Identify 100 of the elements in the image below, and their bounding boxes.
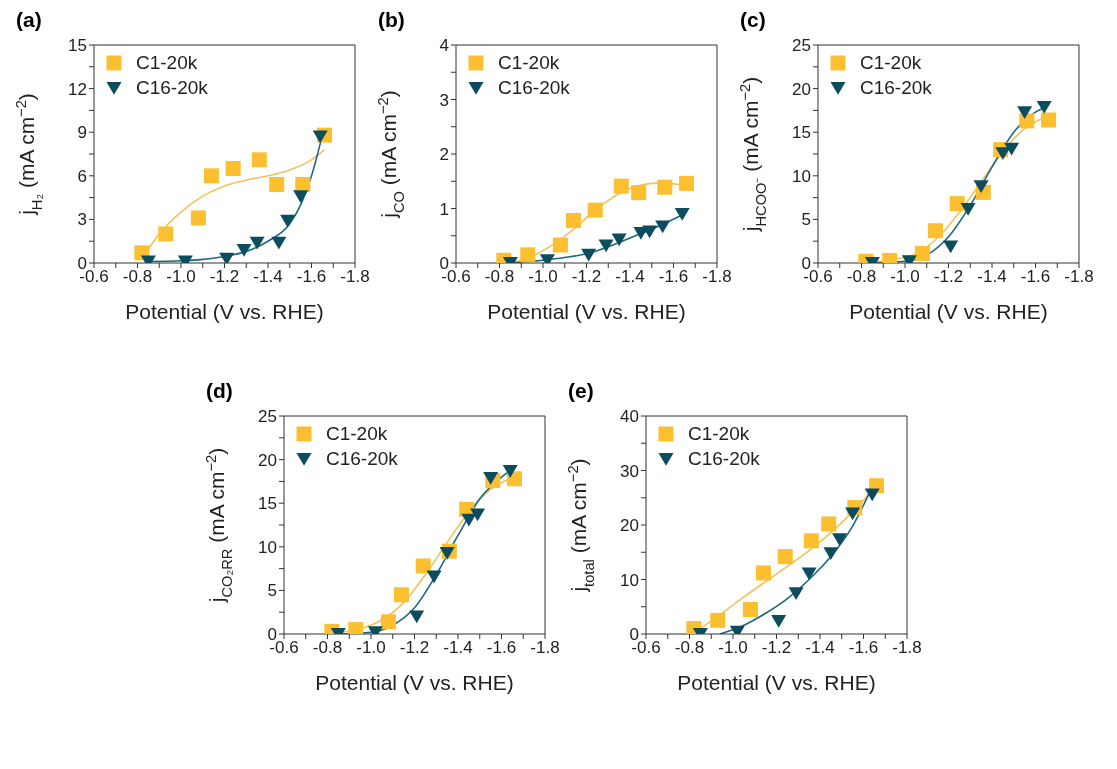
legend-label: C1-20k	[136, 51, 198, 74]
point	[552, 237, 568, 253]
legend-label: C1-20k	[860, 51, 922, 74]
point	[1036, 100, 1052, 114]
point	[236, 243, 252, 257]
legend-label: C16-20k	[498, 76, 570, 99]
y-tick-label: 0	[439, 254, 449, 274]
legend-label: C1-20k	[688, 422, 750, 445]
y-tick-label: 15	[792, 123, 811, 143]
x-tick-label: -1.8	[530, 638, 560, 658]
y-tick-label: 0	[267, 625, 277, 645]
point	[225, 161, 241, 177]
chart-title: (b)	[377, 8, 406, 33]
legend-label: C1-20k	[498, 51, 560, 74]
y-tick-label: 5	[801, 210, 811, 230]
point	[771, 614, 787, 628]
point	[470, 508, 486, 522]
point	[203, 168, 219, 184]
x-tick-label: -1.4	[977, 267, 1007, 287]
x-tick-label: -1.0	[528, 267, 558, 287]
point	[832, 533, 848, 546]
point	[960, 202, 976, 216]
point	[611, 233, 627, 247]
chart-title: (c)	[739, 8, 767, 33]
point	[788, 587, 804, 600]
point	[973, 180, 989, 194]
x-tick-label: -1.8	[702, 267, 732, 287]
y-tick-label: 1	[439, 199, 449, 219]
y-tick-label: 12	[68, 79, 87, 99]
y-tick-label: 20	[258, 450, 277, 470]
y-tick-label: 3	[439, 90, 449, 110]
x-axis-title: Potential (V vs. RHE)	[849, 300, 1048, 323]
y-tick-label: 25	[792, 36, 811, 56]
point	[613, 178, 629, 194]
x-tick-label: -0.8	[846, 267, 877, 287]
x-tick-label: -1.8	[892, 638, 922, 658]
x-axis-title: Potential (V vs. RHE)	[315, 671, 514, 694]
x-tick-label: -0.8	[484, 267, 515, 287]
legend-label: C16-20k	[688, 447, 760, 470]
point	[380, 614, 396, 630]
x-tick-label: -1.0	[166, 267, 196, 287]
point	[393, 587, 409, 603]
point	[927, 223, 943, 239]
y-tick-label: 10	[792, 166, 811, 186]
chart-title: (d)	[205, 379, 234, 404]
x-tick-label: -1.0	[890, 267, 920, 287]
point	[415, 558, 431, 574]
x-tick-label: -1.8	[340, 267, 370, 287]
point	[679, 175, 695, 191]
y-tick-label: 15	[68, 36, 87, 56]
point	[565, 212, 581, 228]
y-tick-label: 3	[77, 210, 87, 230]
x-tick-label: -0.8	[122, 267, 153, 287]
y-tick-label: 9	[77, 123, 87, 143]
y-tick-label: 40	[620, 407, 639, 427]
point	[587, 202, 603, 218]
point	[755, 565, 771, 581]
y-tick-label: 10	[620, 570, 639, 590]
x-tick-label: -1.2	[761, 638, 792, 658]
point	[409, 610, 425, 624]
point	[158, 226, 174, 242]
x-axis-title: Potential (V vs. RHE)	[487, 300, 686, 323]
legend-label: C16-20k	[136, 76, 208, 99]
point	[823, 547, 839, 561]
y-tick-label: 15	[258, 494, 277, 514]
x-tick-label: -1.4	[615, 267, 645, 287]
chart-title: (e)	[567, 379, 595, 404]
x-tick-label: -1.4	[443, 638, 473, 658]
point	[1041, 112, 1057, 128]
point	[801, 567, 817, 581]
x-tick-label: -0.8	[312, 638, 343, 658]
chart-title: (a)	[15, 8, 43, 33]
point	[949, 196, 965, 212]
x-tick-label: -1.6	[658, 267, 689, 287]
y-tick-label: 2	[439, 145, 449, 165]
point	[742, 601, 758, 617]
point	[280, 214, 296, 228]
x-tick-label: -1.4	[253, 267, 283, 287]
point	[943, 240, 959, 254]
y-tick-label: 25	[258, 407, 277, 427]
point	[271, 236, 287, 250]
x-tick-label: -1.6	[1020, 267, 1051, 287]
point	[520, 247, 536, 263]
y-tick-label: 20	[792, 79, 811, 99]
point	[502, 464, 518, 478]
y-tick-label: 5	[267, 581, 277, 601]
point	[293, 190, 309, 203]
y-tick-label: 20	[620, 516, 639, 536]
point	[269, 177, 285, 193]
x-tick-label: -1.2	[399, 638, 430, 658]
x-tick-label: -1.2	[209, 267, 240, 287]
x-tick-label: -1.8	[1064, 267, 1094, 287]
x-tick-label: -1.0	[356, 638, 386, 658]
point	[864, 488, 880, 502]
y-tick-label: 0	[801, 254, 811, 274]
point	[461, 513, 477, 527]
point	[598, 239, 614, 253]
y-tick-label: 0	[629, 625, 639, 645]
point	[710, 612, 726, 628]
point	[642, 225, 658, 239]
